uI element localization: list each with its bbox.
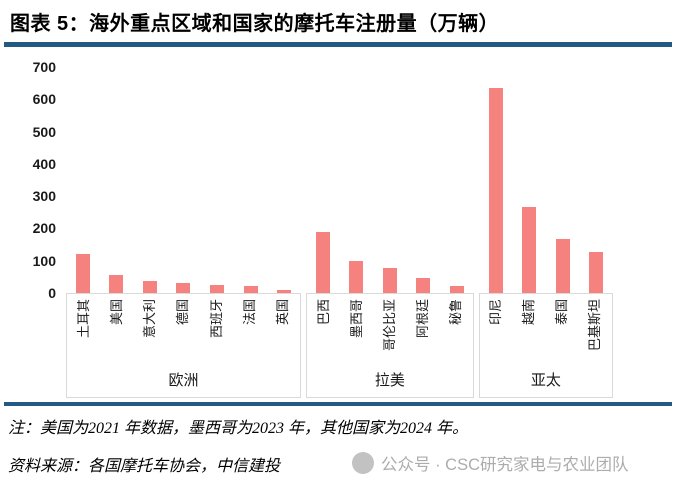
y-tick-label: 700: [32, 59, 56, 75]
bar-slot: [479, 67, 513, 293]
category-cell: 墨西哥: [340, 294, 373, 366]
category-label: 美国: [108, 299, 124, 326]
bar-slot: [167, 67, 201, 293]
bar-巴基斯坦: [589, 252, 604, 293]
category-label-row: 土耳其 美国 意大利 德国 西班牙 法国 英国: [67, 294, 300, 366]
bar-墨西哥: [349, 260, 364, 293]
watermark: 公众号 · CSC研究家电与农业团队: [352, 451, 629, 475]
category-cell: 德国: [167, 294, 200, 366]
bar-chart-groups: 土耳其 美国 意大利 德国 西班牙 法国 英国欧洲 巴西 墨西哥 哥伦比亚 阿根廷 秘鲁拉美 印尼 越南泰…: [66, 67, 613, 398]
category-label: 巴西: [315, 299, 331, 326]
bar-slot: [200, 67, 234, 293]
category-cell: 巴基斯坦: [579, 294, 612, 366]
figure-title: 图表 5：海外重点区域和国家的摩托车注册量（万辆）: [10, 13, 500, 35]
category-cell: 西班牙: [200, 294, 233, 366]
region-group-label: 欧洲: [168, 372, 199, 389]
bar-泰国: [555, 238, 570, 293]
bar-group: 巴西 墨西哥 哥伦比亚 阿根廷 秘鲁拉美: [305, 67, 474, 398]
category-cell: 泰国: [546, 294, 579, 366]
category-label-row: 巴西 墨西哥 哥伦比亚 阿根廷 秘鲁: [307, 294, 473, 366]
title-divider-line: [4, 42, 672, 47]
bar-西班牙: [210, 284, 225, 293]
region-group-label: 拉美: [374, 372, 405, 389]
bar-slot: [546, 67, 580, 293]
category-label: 巴基斯坦: [587, 299, 603, 352]
figure-source: 资料来源：各国摩托车协会，中信建投: [8, 458, 281, 475]
bar-法国: [243, 285, 258, 293]
footer-divider-line: [4, 402, 672, 406]
bar-group: 印尼 越南 泰国 巴基斯坦亚太: [478, 67, 613, 398]
bar-越南: [522, 207, 537, 293]
bar-slot: [267, 67, 301, 293]
bar-哥伦比亚: [382, 267, 397, 293]
category-label: 英国: [275, 299, 291, 326]
category-axis-box: 土耳其 美国 意大利 德国 西班牙 法国 英国欧洲: [66, 293, 301, 398]
y-tick-label: 600: [32, 91, 56, 108]
category-axis-box: 印尼 越南 泰国 巴基斯坦亚太: [478, 293, 613, 398]
y-tick-label: 300: [32, 188, 56, 205]
category-label: 秘鲁: [448, 299, 464, 326]
category-label: 哥伦比亚: [381, 299, 397, 352]
category-label: 越南: [521, 299, 537, 326]
category-label: 土耳其: [75, 299, 91, 339]
category-label: 阿根廷: [414, 299, 430, 339]
category-cell: 法国: [233, 294, 266, 366]
bar-德国: [176, 283, 191, 293]
bar-slot: [407, 67, 441, 293]
category-cell: 美国: [100, 294, 133, 366]
bar-slot: [440, 67, 474, 293]
bar-group-bars: [66, 67, 301, 293]
bar-slot: [579, 67, 613, 293]
category-cell: 阿根廷: [406, 294, 439, 366]
bar-slot: [100, 67, 134, 293]
bar-意大利: [142, 280, 157, 293]
bar-秘鲁: [449, 286, 464, 293]
category-label: 泰国: [554, 299, 570, 326]
bar-group: 土耳其 美国 意大利 德国 西班牙 法国 英国欧洲: [66, 67, 301, 398]
bar-slot: [512, 67, 546, 293]
category-cell: 哥伦比亚: [373, 294, 406, 366]
category-label: 法国: [242, 299, 258, 326]
bar-group-bars: [479, 67, 613, 293]
category-axis-box: 巴西 墨西哥 哥伦比亚 阿根廷 秘鲁拉美: [305, 293, 474, 398]
category-cell: 意大利: [134, 294, 167, 366]
y-tick-label: 500: [32, 123, 56, 140]
bar-印尼: [488, 88, 503, 293]
bar-slot: [373, 67, 407, 293]
bar-土耳其: [75, 254, 90, 293]
bar-chart-plot-area: 土耳其 美国 意大利 德国 西班牙 法国 英国欧洲 巴西 墨西哥 哥伦比亚 阿根廷 秘鲁拉美 印尼 越南泰…: [66, 67, 613, 398]
category-label: 意大利: [142, 299, 158, 339]
bar-slot: [306, 67, 340, 293]
category-label: 印尼: [488, 299, 504, 326]
category-cell: 秘鲁: [440, 294, 473, 366]
y-tick-label: 100: [32, 252, 56, 269]
bar-英国: [277, 289, 292, 293]
bar-巴西: [315, 232, 330, 293]
category-label: 西班牙: [208, 299, 224, 339]
bar-slot: [66, 67, 100, 293]
category-label-row: 印尼 越南 泰国 巴基斯坦: [480, 294, 612, 366]
wechat-logo-icon: [352, 452, 374, 474]
category-cell: 越南: [513, 294, 546, 366]
bar-group-bars: [306, 67, 474, 293]
figure-note: 注：美国为2021 年数据，墨西哥为2023 年，其他国家为2024 年。: [8, 420, 469, 437]
y-tick-label: 200: [32, 220, 56, 237]
category-label: 德国: [175, 299, 191, 326]
y-tick-label: 400: [32, 155, 56, 172]
bar-slot: [133, 67, 167, 293]
category-label: 墨西哥: [348, 299, 364, 339]
watermark-text: 公众号 · CSC研究家电与农业团队: [381, 456, 629, 474]
y-tick-label: 0: [48, 285, 56, 301]
region-group-label: 亚太: [530, 372, 561, 389]
y-axis: 0 100 200 300 400 500 600 700: [0, 59, 56, 301]
bar-slot: [340, 67, 374, 293]
bar-slot: [234, 67, 268, 293]
bar-美国: [109, 274, 124, 293]
category-cell: 印尼: [480, 294, 513, 366]
category-cell: 巴西: [307, 294, 340, 366]
category-cell: 英国: [267, 294, 300, 366]
category-cell: 土耳其: [67, 294, 100, 366]
bar-阿根廷: [416, 277, 431, 293]
